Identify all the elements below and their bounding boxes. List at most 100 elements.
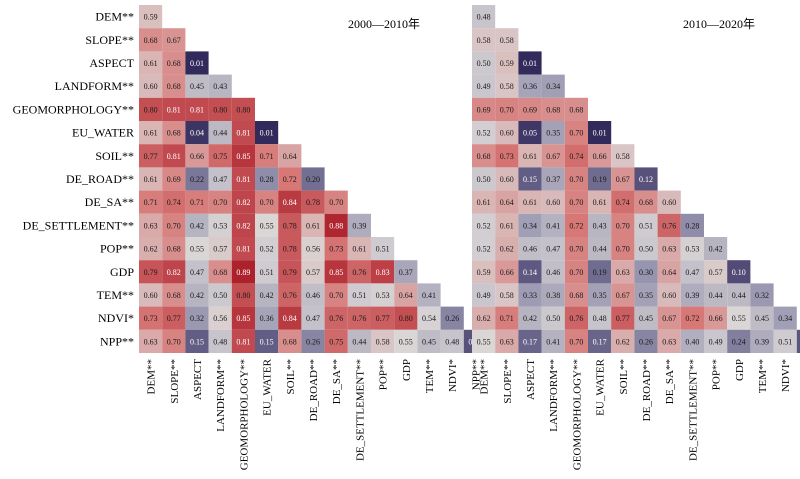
cell-value-label: 0.48: [213, 337, 227, 346]
cell-value-label: 0.22: [190, 175, 204, 184]
cell-value-label: 0.37: [399, 268, 413, 277]
heatmap-cell: [185, 97, 209, 121]
heatmap-cell: [139, 5, 163, 29]
cell-value-label: 0.57: [709, 268, 723, 277]
heatmap-cell: [704, 283, 728, 307]
cell-value-label: 0.58: [376, 337, 390, 346]
heatmap-cell: [139, 121, 163, 145]
cell-value-label: 0.58: [477, 36, 491, 45]
heatmap-cell: [657, 213, 681, 237]
cell-value-label: 0.84: [283, 314, 297, 323]
cell-value-label: 0.75: [213, 152, 227, 161]
heatmap-cell: [634, 213, 658, 237]
heatmap-cell: [773, 329, 797, 353]
heatmap-cell: [347, 260, 371, 284]
row-label: DE_ROAD**: [66, 172, 134, 186]
cell-value-label: 0.47: [190, 268, 204, 277]
heatmap-cell: [301, 329, 325, 353]
cell-value-label: 0.68: [213, 268, 227, 277]
heatmap-cell: [440, 329, 464, 353]
cell-value-label: 0.61: [144, 175, 158, 184]
row-label: SOIL**: [95, 149, 134, 163]
heatmap-cell: [472, 190, 496, 214]
heatmap-cell: [634, 190, 658, 214]
column-label: EU_WATER: [262, 358, 274, 415]
heatmap-cell: [255, 213, 279, 237]
heatmap-cell: [495, 121, 519, 145]
heatmap-cell: [324, 237, 348, 261]
heatmap-cell: [495, 213, 519, 237]
cell-value-label: 0.81: [236, 337, 250, 346]
cell-value-label: 0.32: [755, 291, 769, 300]
cell-value-label: 0.01: [593, 129, 607, 138]
heatmap-cell: [588, 237, 612, 261]
panel-title: 2000—2010年: [348, 17, 420, 31]
cell-value-label: 0.74: [569, 152, 583, 161]
heatmap-cell: [139, 306, 163, 330]
column-label: LANDFORM**: [215, 359, 227, 432]
cell-value-label: 0.80: [236, 105, 250, 114]
column-label: EU_WATER: [595, 358, 607, 415]
column-label: SLOPE**: [502, 359, 514, 404]
cell-value-label: 0.19: [593, 175, 607, 184]
heatmap-cell: [634, 237, 658, 261]
heatmap-cell: [185, 144, 209, 168]
cell-value-label: 0.79: [283, 268, 297, 277]
cell-value-label: 0.52: [260, 245, 274, 254]
cell-value-label: 0.01: [190, 59, 204, 68]
cell-value-label: 0.46: [306, 291, 320, 300]
heatmap-cell: [255, 190, 279, 214]
heatmap-cell: [278, 237, 302, 261]
cell-value-label: 0.59: [500, 59, 514, 68]
row-label: NPP**: [100, 334, 134, 348]
cell-value-label: 0.70: [329, 291, 343, 300]
column-label: DE_ROAD**: [641, 359, 653, 421]
heatmap-cell: [588, 121, 612, 145]
heatmap-cell: [472, 28, 496, 52]
cell-value-label: 0.70: [260, 198, 274, 207]
cell-value-label: 0.54: [422, 314, 436, 323]
cell-value-label: 0.62: [500, 245, 514, 254]
heatmap-cell: [518, 121, 542, 145]
heatmap-cell: [495, 283, 519, 307]
heatmap-cell: [347, 329, 371, 353]
heatmap-cell: [324, 283, 348, 307]
heatmap-cell: [541, 144, 565, 168]
cell-value-label: 0.67: [616, 175, 630, 184]
heatmap-cell: [611, 260, 635, 284]
heatmap-cell: [541, 329, 565, 353]
heatmap-cell: [472, 213, 496, 237]
heatmap-cell: [518, 283, 542, 307]
heatmap-cell: [564, 190, 588, 214]
row-label: DEM**: [95, 10, 134, 24]
cell-value-label: 0.58: [500, 291, 514, 300]
heatmap-cell: [472, 283, 496, 307]
heatmap-cell: [680, 260, 704, 284]
heatmap-cell: [680, 329, 704, 353]
heatmap-cell: [727, 260, 751, 284]
heatmap-cell: [208, 74, 232, 98]
heatmap-cell: [704, 237, 728, 261]
cell-value-label: 0.61: [593, 198, 607, 207]
cell-value-label: 0.70: [569, 337, 583, 346]
heatmap-cell: [417, 329, 441, 353]
heatmap-cell: [611, 190, 635, 214]
cell-value-label: 0.43: [593, 221, 607, 230]
heatmap-cell: [704, 329, 728, 353]
heatmap-cell: [518, 190, 542, 214]
heatmap-cell: [680, 237, 704, 261]
heatmap-cell: [541, 306, 565, 330]
cell-value-label: 0.49: [477, 291, 491, 300]
heatmap-cell: [657, 283, 681, 307]
heatmap-cell: [347, 213, 371, 237]
heatmap-cell: [588, 283, 612, 307]
cell-value-label: 0.42: [709, 245, 723, 254]
heatmap-cell: [139, 144, 163, 168]
heatmap-cell: [231, 190, 255, 214]
heatmap-cell: [417, 283, 441, 307]
cell-value-label: 0.76: [329, 314, 343, 323]
heatmap-cell: [185, 260, 209, 284]
heatmap-cell: [185, 283, 209, 307]
heatmap-cell: [208, 260, 232, 284]
heatmap-cell: [208, 306, 232, 330]
